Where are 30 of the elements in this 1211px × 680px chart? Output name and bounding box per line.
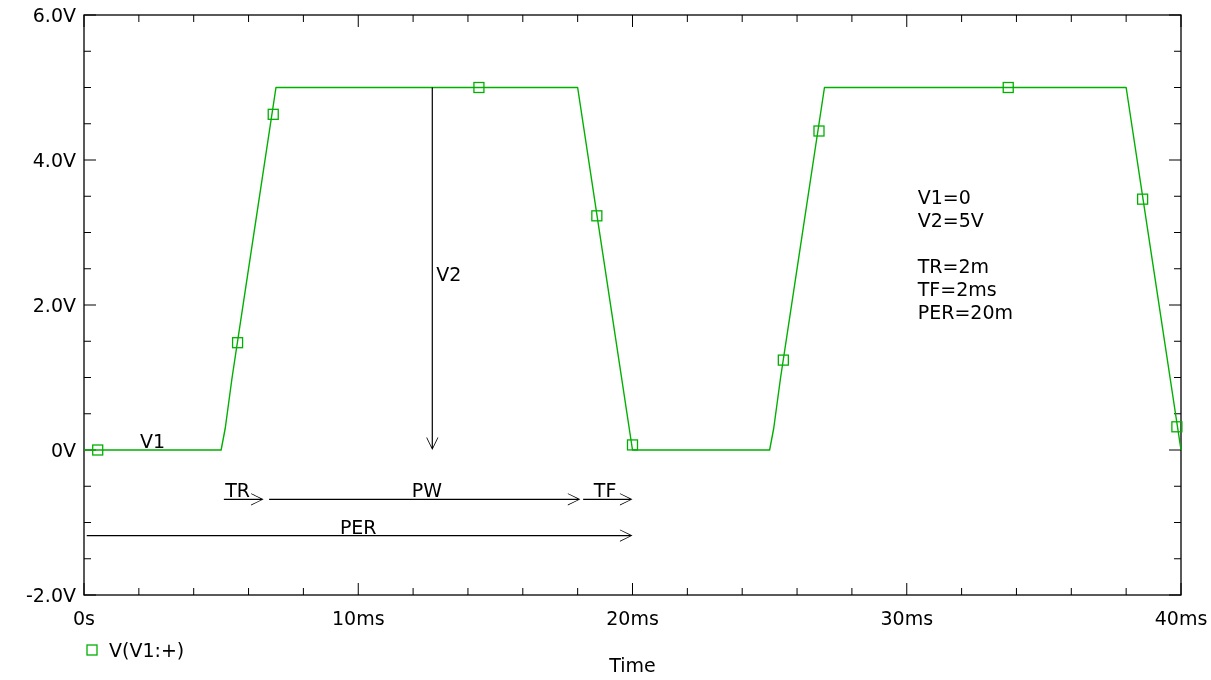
y-tick-label: -2.0V xyxy=(25,584,76,606)
annotation: V2 xyxy=(436,263,462,286)
point xyxy=(777,354,789,366)
y-tick-label: 6.0V xyxy=(32,4,76,26)
annotation: PW xyxy=(411,479,443,502)
x-tick-label: 30ms xyxy=(880,607,934,629)
x-tick-label: 40ms xyxy=(1154,607,1208,629)
y-tick-label: 2.0V xyxy=(32,294,76,316)
y-tick-label: 4.0V xyxy=(32,149,76,171)
point xyxy=(267,108,279,120)
point xyxy=(231,337,244,349)
annotation: V1 xyxy=(140,430,166,452)
annotation: TR xyxy=(224,479,250,502)
point xyxy=(813,125,825,137)
annotation: TF xyxy=(592,479,617,502)
y-tick-label: 0V xyxy=(50,439,76,461)
point xyxy=(1171,421,1183,433)
point xyxy=(92,444,104,456)
point xyxy=(626,439,639,451)
point xyxy=(1002,81,1014,94)
x-tick-label: 0s xyxy=(73,607,95,629)
point xyxy=(473,81,485,94)
point xyxy=(591,210,603,222)
legend-label: V(V1:+) xyxy=(109,639,185,661)
x-tick-label: 20ms xyxy=(606,607,659,629)
text: V1=0 V2=5V TR=2m TF=2ms PER=20m xyxy=(917,185,1013,323)
x-axis-title: Time xyxy=(608,654,656,676)
annotation: PER xyxy=(339,515,377,538)
x-tick-label: 10ms xyxy=(331,607,385,629)
point xyxy=(1136,193,1149,205)
